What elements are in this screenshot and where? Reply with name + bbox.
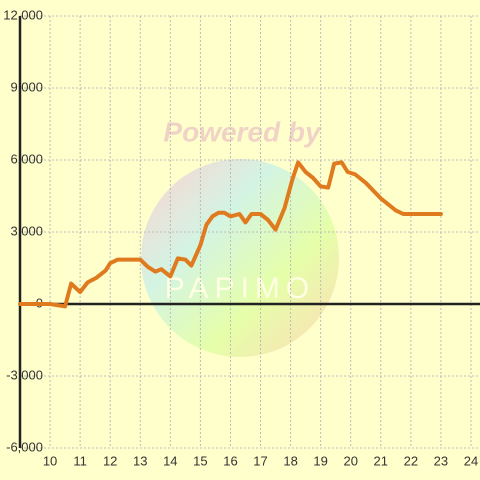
x-tick-label: 18 <box>283 453 297 468</box>
watermark-circle <box>141 159 339 357</box>
y-tick-label: 3,000 <box>10 223 43 238</box>
x-tick-label: 16 <box>223 453 237 468</box>
y-tick-label: 6,000 <box>10 151 43 166</box>
x-tick-label: 23 <box>434 453 448 468</box>
watermark-text: Powered by <box>163 116 322 147</box>
x-tick-label: 11 <box>73 453 87 468</box>
y-tick-label: -6,000 <box>6 439 43 454</box>
y-tick-label: 12,000 <box>3 7 43 22</box>
x-tick-label: 13 <box>133 453 147 468</box>
x-tick-label: 12 <box>103 453 117 468</box>
y-tick-label: 9,000 <box>10 79 43 94</box>
data-line <box>18 160 443 309</box>
x-tick-label: 14 <box>163 453 177 468</box>
x-tick-label: 15 <box>193 453 207 468</box>
x-tick-label: 17 <box>253 453 267 468</box>
x-tick-label: 21 <box>374 453 388 468</box>
x-tick-label: 19 <box>313 453 327 468</box>
watermark: Powered by PAPIMO <box>141 116 339 357</box>
x-tick-label: 20 <box>343 453 357 468</box>
y-tick-label: -3,000 <box>6 367 43 382</box>
watermark-logo: PAPIMO <box>165 272 315 305</box>
x-tick-label: 24 <box>464 453 478 468</box>
x-tick-label: 10 <box>43 453 57 468</box>
x-tick-label: 22 <box>404 453 418 468</box>
